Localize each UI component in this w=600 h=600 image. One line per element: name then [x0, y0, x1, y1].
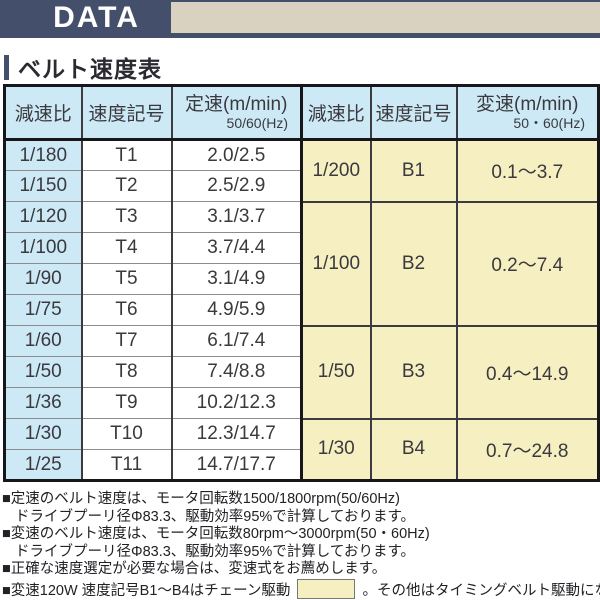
table-row: 1/100 T4 3.7/4.4 — [4, 232, 599, 264]
belt-speed-table: 減速比 速度記号 定速(m/min) 50/60(Hz) 減速比 速度記号 変速… — [3, 84, 600, 482]
header-left-symbol: 速度記号 — [80, 85, 172, 141]
cell-symbol: T1 — [80, 139, 172, 171]
cell-symbol: T9 — [80, 387, 172, 419]
cell-speed: 2.5/2.9 — [170, 170, 302, 202]
header-bar: DATA — [0, 0, 600, 38]
cell-symbol: T8 — [80, 356, 172, 388]
cell-ratio: 1/100 — [4, 232, 82, 264]
cell-speed: 3.1/4.9 — [170, 263, 302, 295]
cell-variable-ratio: 1/30 — [300, 417, 371, 481]
cell-speed: 4.9/5.9 — [170, 294, 302, 326]
cell-speed: 14.7/17.7 — [170, 449, 302, 481]
cell-variable-symbol: B4 — [369, 417, 457, 481]
cell-variable-ratio: 1/50 — [300, 324, 371, 419]
header-right-speed-main: 変速(m/min) — [476, 94, 579, 115]
table-row: 1/25 T11 14.7/17.7 — [4, 449, 599, 481]
table-row: 1/180 T1 2.0/2.5 1/200 B1 0.1〜3.7 — [4, 138, 599, 202]
cell-symbol: T2 — [80, 170, 172, 202]
cell-ratio: 1/120 — [4, 201, 82, 233]
note-variable-speed: ■変速のベルト速度は、モータ回転数80rpm〜3000rpm(50・60Hz) — [2, 526, 430, 542]
note-recommendation: ■正確な速度選定が必要な場合は、変速式をお薦めします。 — [2, 561, 387, 577]
header-right-speed-sub: 50・60(Hz) — [513, 115, 585, 131]
table-row: 1/120 T3 3.1/3.7 1/100 B2 0.2〜7.4 — [4, 200, 599, 326]
cell-variable-speed: 0.4〜14.9 — [455, 324, 599, 419]
table-row: 1/90 T5 3.1/4.9 — [4, 263, 599, 295]
cell-speed: 6.1/7.4 — [170, 325, 302, 357]
section-title: ベルト速度表 — [4, 53, 162, 82]
cell-variable-ratio: 1/100 — [300, 200, 371, 326]
cell-ratio: 1/90 — [4, 263, 82, 295]
table-row: 1/30 T10 12.3/14.7 1/30 B4 0.7〜24.8 — [4, 417, 599, 481]
header-right-ratio: 減速比 — [300, 85, 371, 141]
cell-speed: 12.3/14.7 — [170, 418, 302, 450]
cell-speed: 2.0/2.5 — [170, 139, 302, 171]
cell-symbol: T4 — [80, 232, 172, 264]
cell-symbol: T10 — [80, 418, 172, 450]
table-row: 1/150 T2 2.5/2.9 — [4, 170, 599, 202]
table-row: 1/75 T6 4.9/5.9 — [4, 294, 599, 326]
note-legend-after: 。その他はタイミングベルト駆動になります。 — [362, 582, 600, 599]
cell-variable-speed: 0.2〜7.4 — [455, 200, 599, 326]
cell-symbol: T7 — [80, 325, 172, 357]
cell-ratio: 1/60 — [4, 325, 82, 357]
cell-ratio: 1/150 — [4, 170, 82, 202]
cell-variable-speed: 0.7〜24.8 — [455, 417, 599, 481]
table-header-row: 減速比 速度記号 定速(m/min) 50/60(Hz) 減速比 速度記号 変速… — [4, 85, 599, 141]
header-right-speed: 変速(m/min) 50・60(Hz) — [455, 85, 599, 141]
cell-ratio: 1/75 — [4, 294, 82, 326]
table-row: 1/60 T7 6.1/7.4 1/50 B3 0.4〜14.9 — [4, 324, 599, 419]
title-accent-bar — [4, 54, 9, 80]
header-left-ratio: 減速比 — [4, 85, 82, 141]
footnotes: ■定速のベルト速度は、モータ回転数1500/1800rpm(50/60Hz) ド… — [2, 491, 600, 600]
cell-speed: 7.4/8.8 — [170, 356, 302, 388]
note-constant-speed: ■定速のベルト速度は、モータ回転数1500/1800rpm(50/60Hz) — [2, 491, 400, 507]
header-data-label: DATA — [53, 1, 140, 34]
table-row: 1/36 T9 10.2/12.3 — [4, 387, 599, 419]
table-row: 1/50 T8 7.4/8.8 — [4, 356, 599, 388]
cell-variable-symbol: B2 — [369, 200, 457, 326]
cell-ratio: 1/30 — [4, 418, 82, 450]
cell-variable-symbol: B1 — [369, 138, 457, 202]
header-beige-strip — [171, 2, 600, 33]
cell-variable-symbol: B3 — [369, 324, 457, 419]
cell-variable-speed: 0.1〜3.7 — [455, 138, 599, 202]
cell-ratio: 1/50 — [4, 356, 82, 388]
section-title-text: ベルト速度表 — [18, 56, 162, 82]
cell-ratio: 1/25 — [4, 449, 82, 481]
cell-variable-ratio: 1/200 — [300, 138, 371, 202]
cell-ratio: 1/36 — [4, 387, 82, 419]
cell-speed: 3.1/3.7 — [170, 201, 302, 233]
header-left-speed-sub: 50/60(Hz) — [226, 115, 288, 131]
note-variable-speed-cont: ドライブプーリ径Φ83.3、駆動効率95%で計算しております。 — [15, 543, 415, 560]
cell-speed: 10.2/12.3 — [170, 387, 302, 419]
cell-ratio: 1/180 — [4, 139, 82, 171]
note-constant-speed-cont: ドライブプーリ径Φ83.3、駆動効率95%で計算しております。 — [15, 508, 415, 525]
header-left-speed-main: 定速(m/min) — [185, 94, 288, 115]
note-legend-before: ■変速120W 速度記号B1〜B4はチェーン駆動 — [2, 582, 291, 599]
header-left-speed: 定速(m/min) 50/60(Hz) — [170, 85, 302, 141]
cell-symbol: T6 — [80, 294, 172, 326]
note-legend: ■変速120W 速度記号B1〜B4はチェーン駆動 。その他はタイミングベルト駆動… — [2, 578, 600, 600]
cell-symbol: T5 — [80, 263, 172, 295]
yellow-legend-swatch — [297, 578, 356, 599]
cell-symbol: T3 — [80, 201, 172, 233]
cell-symbol: T11 — [80, 449, 172, 481]
header-right-symbol: 速度記号 — [369, 85, 457, 141]
cell-speed: 3.7/4.4 — [170, 232, 302, 264]
